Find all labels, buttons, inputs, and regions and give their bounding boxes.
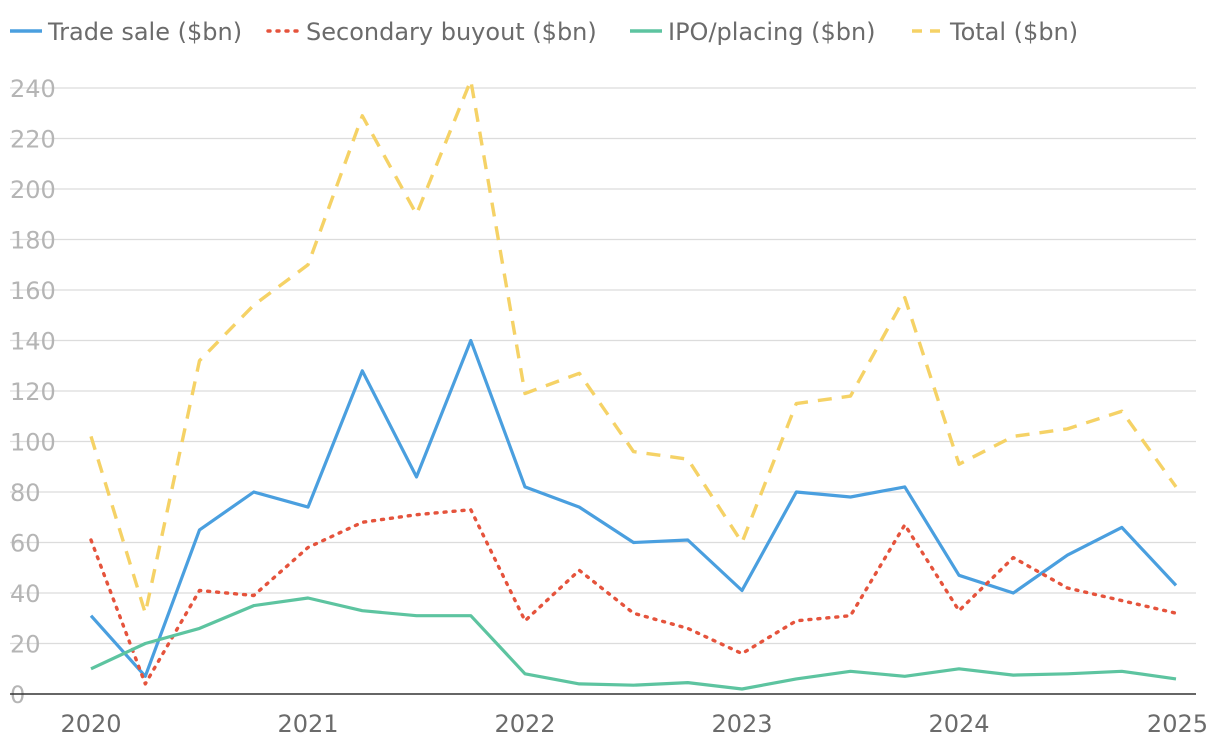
x-tick-label: 2023 xyxy=(711,710,772,738)
y-tick-label: 160 xyxy=(10,277,56,305)
x-tick-label: 2024 xyxy=(928,710,989,738)
x-axis-ticks: 2020 2021 2022 2023 2024 2025 xyxy=(60,710,1208,738)
y-tick-label: 220 xyxy=(10,126,56,154)
y-tick-label: 120 xyxy=(10,378,56,406)
x-tick-label: 2022 xyxy=(494,710,555,738)
y-tick-label: 0 xyxy=(10,681,25,709)
series-line-trade-sale-bn xyxy=(89,338,1178,678)
y-tick-label: 60 xyxy=(10,530,41,558)
series-line-total-bn xyxy=(89,78,1178,615)
y-tick-label: 180 xyxy=(10,227,56,255)
series-lines xyxy=(89,78,1178,691)
y-tick-label: 80 xyxy=(10,479,41,507)
y-axis-ticks: 0 20 40 60 80 100 120 140 160 180 200 220 240 xyxy=(10,75,56,709)
y-tick-label: 40 xyxy=(10,580,41,608)
series-line-secondary-buyout-bn xyxy=(89,508,1178,686)
y-tick-label: 100 xyxy=(10,429,56,457)
x-tick-label: 2021 xyxy=(277,710,338,738)
y-tick-label: 240 xyxy=(10,75,56,103)
x-tick-label: 2025 xyxy=(1147,710,1208,738)
y-tick-label: 200 xyxy=(10,176,56,204)
series-line-ipo-placing-bn xyxy=(90,596,1177,691)
legend-label-secondary-buyout-bn: Secondary buyout ($bn) xyxy=(306,18,597,46)
y-tick-label: 140 xyxy=(10,328,56,356)
legend-label-ipo-placing-bn: IPO/placing ($bn) xyxy=(668,18,876,46)
legend-label-trade-sale-bn: Trade sale ($bn) xyxy=(47,18,242,46)
legend-label-total-bn: Total ($bn) xyxy=(949,18,1078,46)
gridlines xyxy=(10,87,1196,645)
chart-legend: Trade sale ($bn) Secondary buyout ($bn) IP… xyxy=(10,18,1078,46)
x-tick-label: 2020 xyxy=(60,710,121,738)
y-tick-label: 20 xyxy=(10,631,41,659)
